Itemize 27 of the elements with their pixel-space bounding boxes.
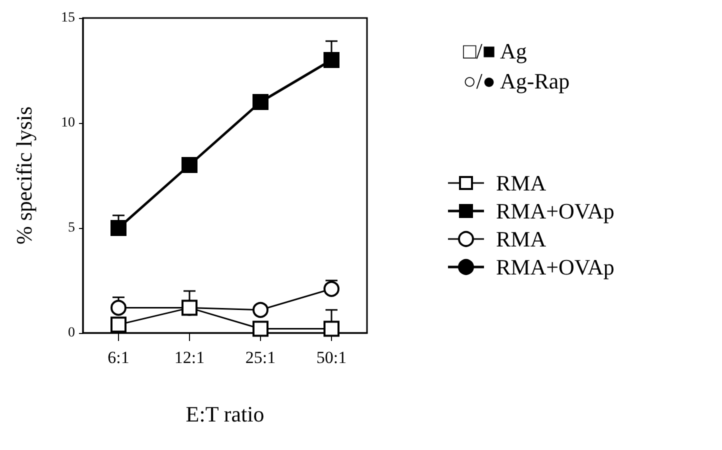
x-tick-label: 25:1 — [245, 348, 276, 367]
x-tick-label: 12:1 — [174, 348, 205, 367]
text: ○/● Ag-Rap — [463, 68, 570, 94]
point — [110, 316, 126, 333]
x-axis-title: E:T ratio — [186, 402, 264, 426]
point — [252, 320, 268, 337]
x-tick-label: 6:1 — [108, 348, 130, 367]
y-tick-label: 5 — [68, 220, 75, 236]
legend-label: RMA — [496, 226, 546, 252]
legend-label: RMA+OVAp — [496, 198, 614, 224]
legend-label: RMA — [496, 170, 546, 196]
point — [324, 280, 340, 297]
text: □/■ Ag — [463, 38, 527, 64]
legend-label: RMA+OVAp — [496, 254, 614, 280]
point — [252, 302, 268, 318]
y-axis-title: % specific lysis — [12, 106, 36, 245]
point — [324, 320, 340, 337]
point — [324, 52, 340, 68]
point — [182, 157, 198, 173]
y-tick-label: 10 — [61, 116, 75, 130]
y-tick-label: 0 — [68, 326, 75, 340]
point — [182, 300, 198, 316]
point — [110, 220, 126, 236]
point — [252, 94, 268, 110]
x-tick-label: 50:1 — [316, 348, 347, 367]
point — [110, 300, 126, 316]
y-tick-label: 15 — [61, 10, 75, 26]
